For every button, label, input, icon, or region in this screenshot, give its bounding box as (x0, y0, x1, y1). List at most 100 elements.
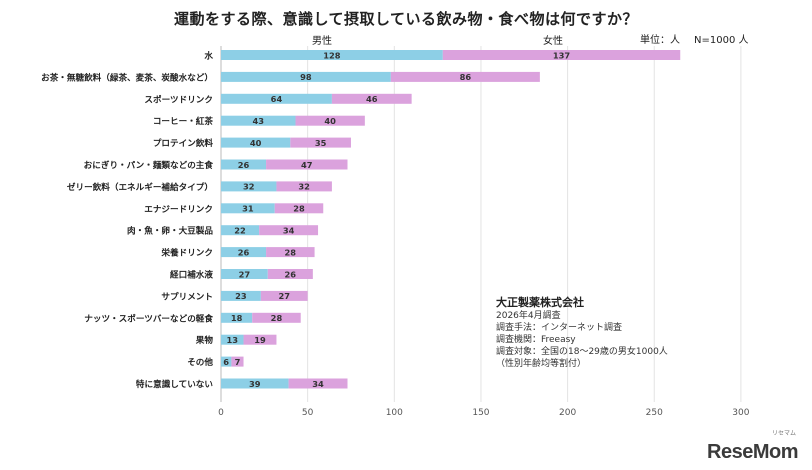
legend-male: 男性 (312, 36, 332, 47)
bar-male (221, 71, 391, 82)
data-label: 6 (223, 357, 229, 367)
bar-female (267, 269, 313, 279)
unit-label: 単位：人 (640, 35, 680, 46)
data-label: 19 (254, 335, 266, 345)
bar-male (221, 225, 260, 236)
bar-male (221, 137, 291, 148)
note-line: 2026年4月調査 (496, 311, 561, 321)
bar-female (266, 159, 348, 170)
category-label: おにぎり・パン・麺類などの主食 (84, 159, 214, 171)
note-line: （性別年齢均等割付） (496, 359, 587, 369)
bar-male (221, 334, 244, 345)
category-label: 経口補水液 (170, 269, 213, 281)
bar-female (252, 312, 301, 323)
bar-male (221, 247, 267, 258)
note-line: 調査機関：Freeasy (496, 335, 576, 345)
data-label: 43 (252, 116, 264, 126)
data-label: 46 (366, 94, 378, 104)
x-tick-label: 150 (472, 408, 489, 418)
data-label: 26 (238, 247, 250, 257)
data-label: 28 (285, 247, 297, 257)
logo-subtext: リセマム (771, 430, 796, 437)
data-label: 27 (278, 291, 290, 301)
bar-male (221, 312, 253, 323)
x-tick-label: 250 (646, 408, 663, 418)
category-label: 特に意識していない (136, 378, 213, 390)
bar-female (266, 247, 315, 258)
data-label: 39 (249, 379, 261, 389)
note-line: 調査対象：全国の18～29歳の男女1000人 (496, 347, 668, 357)
sample-size-label: N=1000 人 (694, 35, 749, 46)
data-label: 28 (293, 204, 305, 214)
data-label: 22 (234, 226, 246, 236)
bar-female (290, 137, 351, 148)
category-label: プロテイン飲料 (153, 137, 214, 149)
bar-male (221, 269, 268, 279)
category-label: その他 (187, 356, 213, 368)
x-tick-label: 200 (559, 408, 576, 418)
bar-female (260, 290, 308, 301)
category-label: お茶・無糖飲料（緑茶、麦茶、炭酸水など） (41, 71, 213, 83)
category-label: コーヒー・紅茶 (153, 115, 214, 127)
data-label: 13 (226, 335, 238, 345)
bar-male (221, 93, 332, 104)
bar-female (276, 181, 332, 192)
bar-female (231, 356, 244, 367)
bar-female (288, 378, 348, 389)
x-tick-label: 100 (386, 408, 403, 418)
survey-note: 大正製薬株式会社 2026年4月調査 調査手法：インターネット調査 調査機関：F… (496, 296, 668, 370)
category-label: ゼリー飲料（エネルギー補給タイプ） (67, 181, 213, 193)
x-tick-label: 0 (218, 408, 224, 418)
data-label: 7 (235, 357, 241, 367)
category-label: 水 (204, 50, 213, 62)
unit-info: 単位：人 N=1000 人 (640, 31, 763, 46)
note-line: 調査手法：インターネット調査 (496, 323, 623, 333)
bar-male (221, 356, 232, 367)
x-tick-label: 300 (732, 408, 749, 418)
bar-female (243, 334, 277, 345)
data-label: 34 (312, 379, 324, 389)
bar-female (259, 225, 319, 236)
data-label: 32 (243, 182, 255, 192)
bar-female (295, 115, 365, 126)
data-label: 28 (271, 313, 283, 323)
bar-male (221, 378, 289, 389)
category-label: スポーツドリンク (144, 93, 213, 105)
data-label: 31 (242, 204, 254, 214)
data-label: 98 (300, 72, 312, 82)
note-company: 大正製薬株式会社 (496, 296, 584, 309)
bar-male (221, 50, 443, 60)
resemom-logo[interactable]: ReseMom (707, 441, 798, 463)
category-label: 果物 (195, 334, 214, 346)
bar-male (221, 159, 267, 170)
data-label: 40 (324, 116, 336, 126)
bar-male (221, 181, 277, 192)
category-label: 栄養ドリンク (160, 247, 213, 259)
bar-male (221, 203, 275, 214)
data-label: 26 (285, 269, 297, 279)
data-label: 27 (239, 269, 251, 279)
category-label: ナッツ・スポーツバーなどの軽食 (84, 312, 213, 324)
data-label: 32 (298, 182, 310, 192)
data-label: 34 (283, 226, 295, 236)
x-tick-label: 50 (302, 408, 314, 418)
data-label: 18 (231, 313, 243, 323)
bar-male (221, 290, 261, 301)
bar-female (442, 50, 681, 60)
category-label: サプリメント (161, 290, 213, 302)
chart-title: 運動をする際、意識して摂取している飲み物・食べ物は何ですか？ (173, 10, 639, 28)
data-label: 128 (323, 50, 341, 60)
bar-female (274, 203, 324, 214)
bar-female (390, 71, 540, 82)
bar-female (331, 93, 412, 104)
data-label: 26 (238, 160, 250, 170)
data-label: 64 (271, 94, 283, 104)
data-label: 137 (553, 50, 571, 60)
category-label: エナジードリンク (144, 204, 213, 215)
data-label: 47 (301, 160, 313, 170)
bar-male (221, 115, 296, 126)
data-label: 40 (250, 138, 262, 148)
data-label: 86 (460, 72, 472, 82)
category-label: 肉・魚・卵・大豆製品 (127, 225, 213, 237)
